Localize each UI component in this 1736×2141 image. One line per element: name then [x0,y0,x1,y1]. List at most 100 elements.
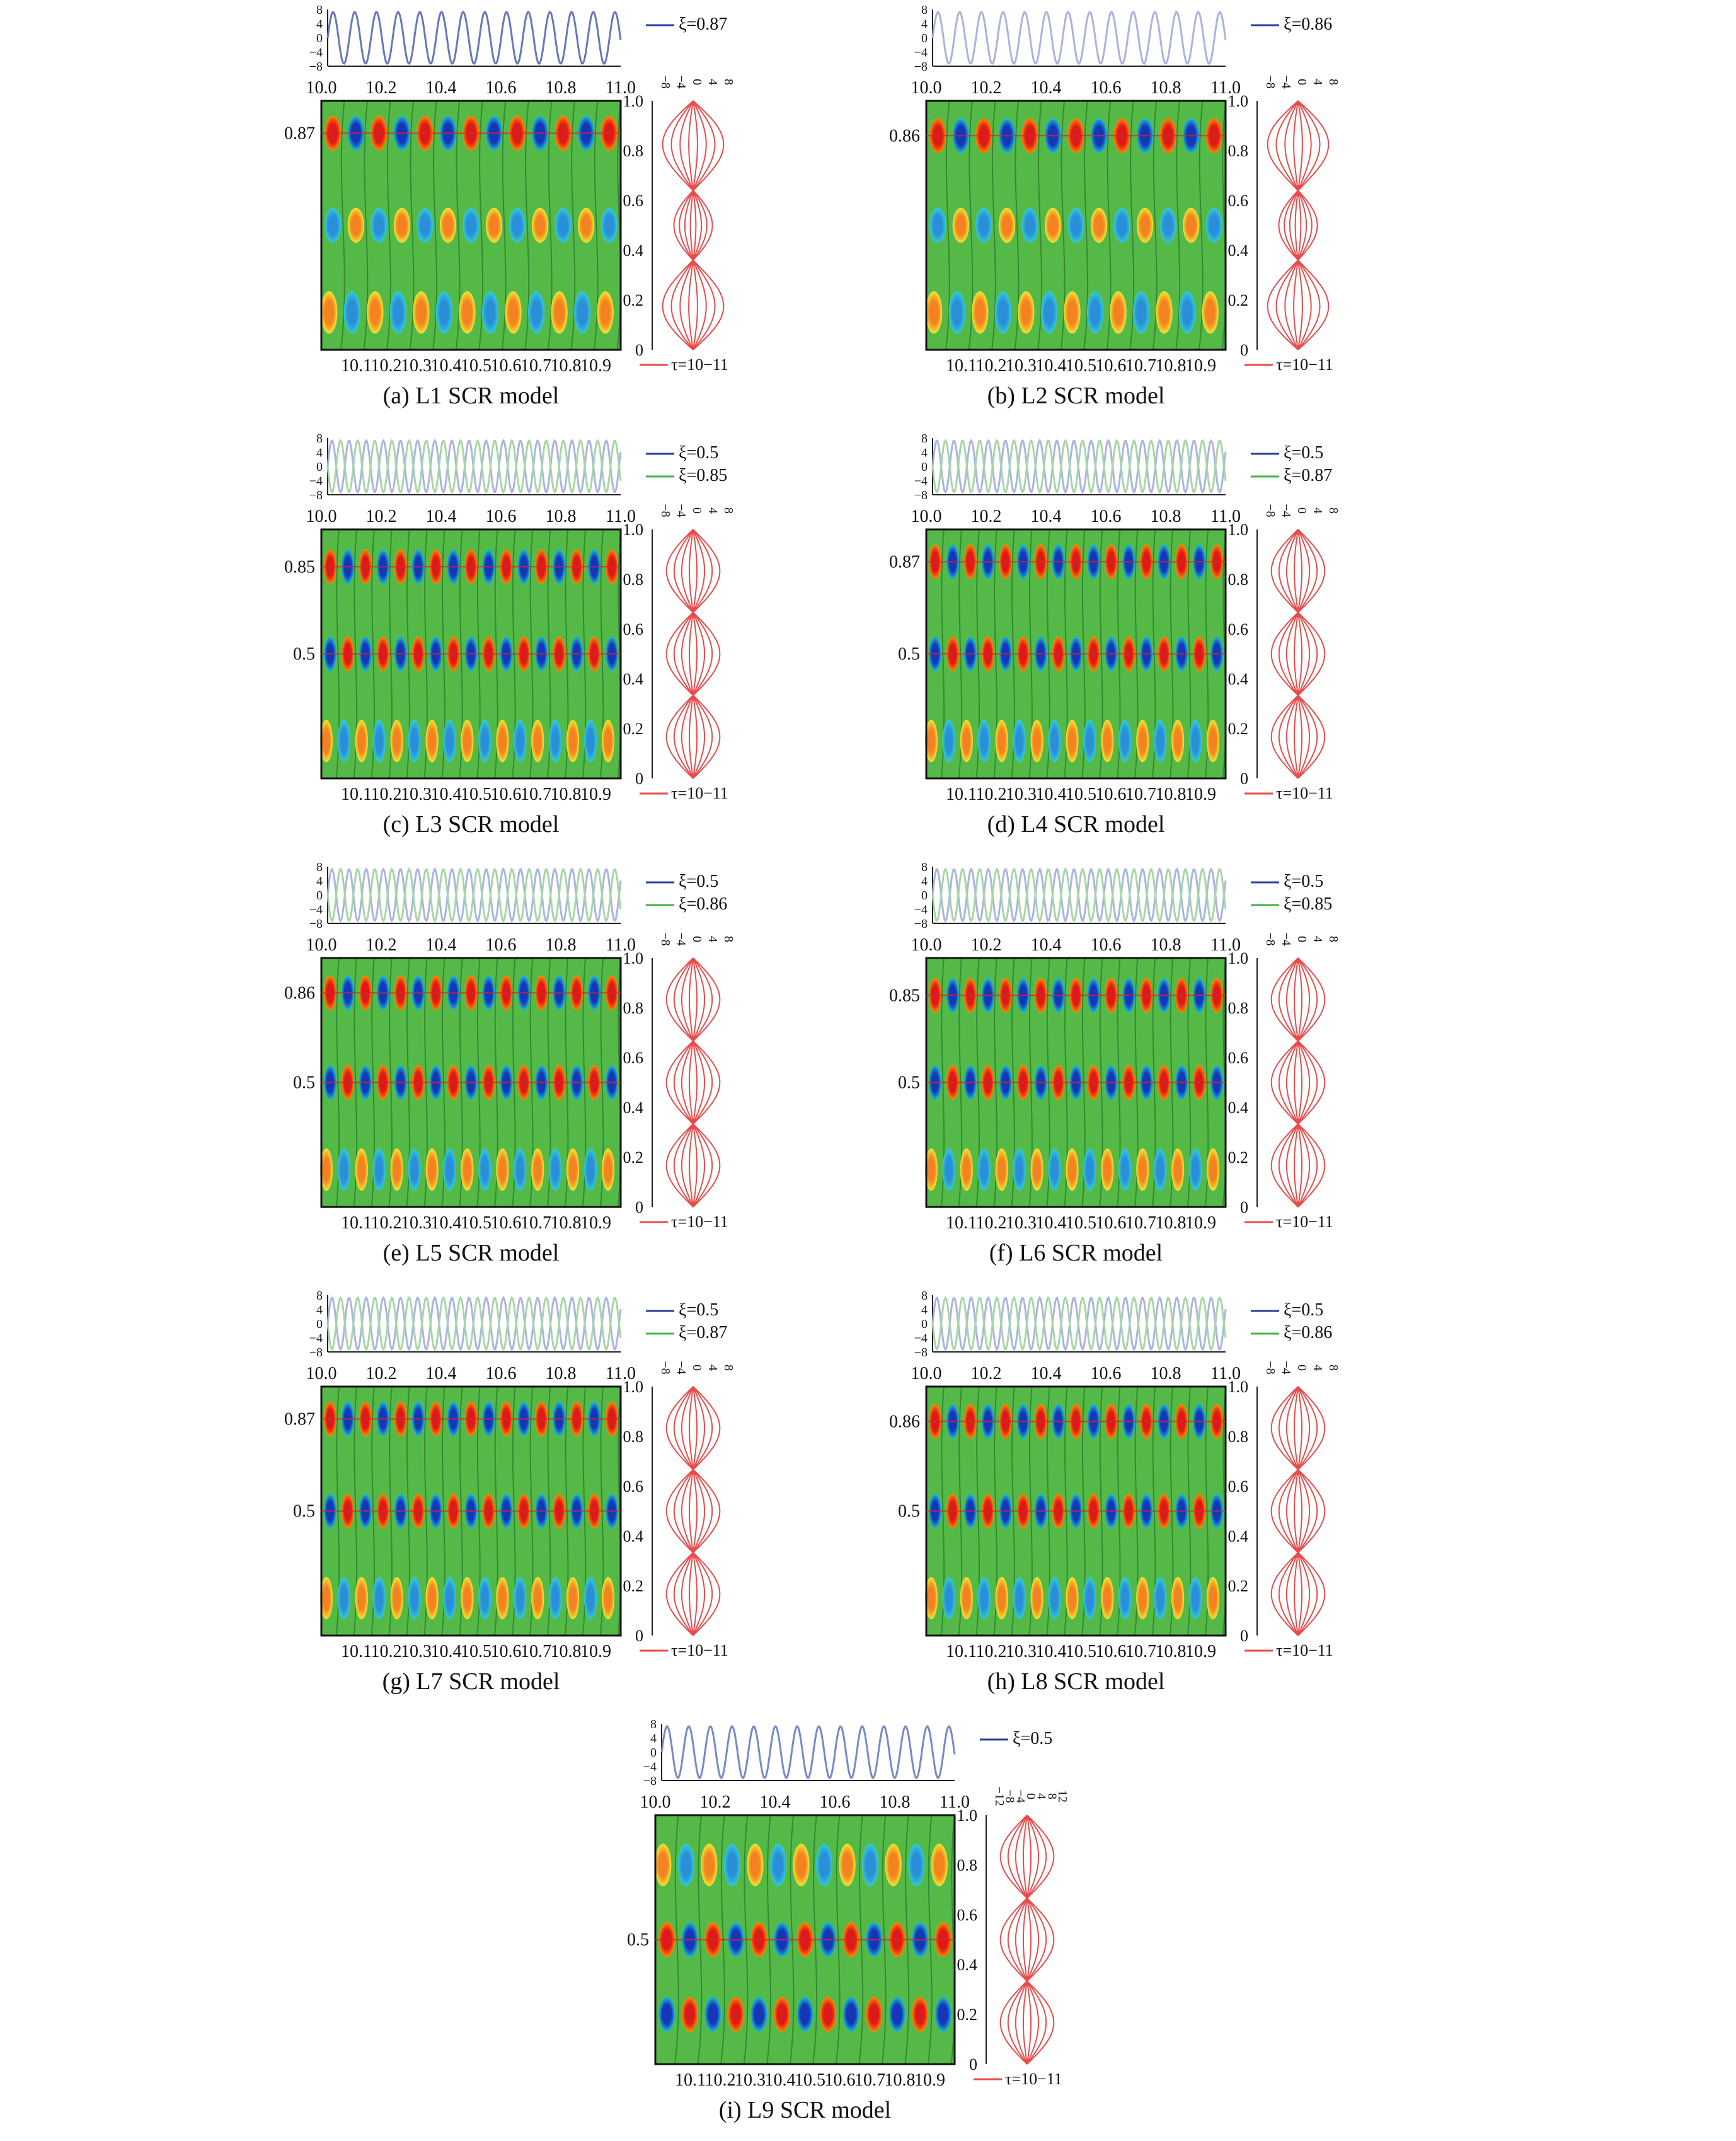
contour-cell [1154,720,1167,763]
strip-tick-label: 8 [921,3,928,17]
profile-curve [1270,529,1326,779]
bottom-tick-label: 10.4 [431,785,462,804]
contour-cell [584,1148,597,1191]
strip-series-line [326,439,622,494]
profile-curve [665,1386,721,1636]
legend-label: ξ=0.5 [1284,443,1323,463]
contour-cell [655,1844,672,1886]
contour-cell [371,207,388,243]
bottom-tick-label: 10.8 [1156,1642,1187,1661]
bottom-tick-label: 10.4 [431,1213,462,1233]
bottom-tick-label: 10.3 [1006,785,1037,804]
profile-curve [673,1386,713,1636]
heatmap-frame [925,100,1227,351]
strip-tick-label: −4 [309,475,323,488]
profile-tick-label: −8 [658,75,672,88]
contour-cell [995,1577,1008,1620]
heatmap [924,957,1227,1208]
time-tick-label: 10.4 [426,507,457,526]
legend-label: ξ=0.87 [679,14,727,34]
profile-curve [1294,529,1302,779]
profile-tick-label: −8 [1263,75,1277,88]
strip-tick-label: 8 [921,432,928,446]
time-tick-label: 10.2 [700,1792,731,1812]
strip-series-line [326,867,622,923]
contour-cell [934,1997,951,2032]
contour-cell [924,1577,938,1620]
xi-tick-label: 1.0 [623,1378,644,1396]
profile-curve [679,100,716,350]
profile-tick-label: 0 [690,507,704,514]
time-tick-label: 10.2 [971,1364,1002,1383]
profile-curve [999,1815,1055,2065]
contour-cell [601,1148,615,1191]
legend-label: ξ=0.5 [679,1300,718,1320]
bottom-tick-label: 10.9 [1185,785,1216,804]
legend-label: ξ=0.85 [679,466,727,485]
strip-tick-label: −4 [914,46,928,60]
contour-cell [796,1997,813,2032]
contour-cell [481,291,499,334]
time-tick-label: 10.2 [971,78,1002,98]
time-tick-label: 10.2 [366,935,397,955]
time-tick-label: 10.0 [306,78,337,98]
legend-label: ξ=0.86 [679,894,727,914]
contour-cell [1101,1577,1114,1620]
profile-curve [1278,957,1318,1208]
profile-curve [681,1386,706,1636]
bottom-tick-label: 10.6 [491,1213,522,1233]
profile-curve [1294,529,1302,779]
contour-cell [566,1577,580,1620]
time-tick-label: 10.4 [426,935,457,955]
contour-cell [1030,1577,1043,1620]
contour-cell [584,1577,597,1620]
profile-legend-label: τ=10−11 [1276,1213,1333,1231]
xi-tick-label: 0.6 [623,1049,644,1067]
bottom-tick-label: 10.9 [580,356,611,376]
xi-tick-label: 1.0 [623,92,644,110]
profile-tick-label: 8 [721,79,735,85]
xi-tick-label: 1.0 [1228,949,1249,967]
bottom-tick-label: 10.9 [1185,356,1216,376]
strip-tick-label: −4 [914,475,928,488]
contour-cell [977,1148,991,1191]
profile-curve [689,100,698,350]
contour-cell [1013,720,1026,763]
bottom-tick-label: 10.7 [1125,1642,1156,1661]
profile-curve [1285,957,1311,1208]
profile-curve [1007,1815,1047,2065]
time-tick-label: 10.8 [1151,78,1181,98]
xi-marker-label: 0.87 [284,1409,315,1429]
contour-cell [747,1844,764,1886]
bottom-tick-label: 10.8 [1156,356,1187,376]
profile-tick-label: −4 [674,1361,688,1374]
profile-tick-label: −8 [658,1361,672,1374]
profile-tick-label: −4 [1013,1789,1027,1803]
profile-tick-label: 0 [690,1365,704,1371]
profile-curve [673,100,725,350]
strip-series-line [326,1296,622,1351]
contour-cell [1136,1148,1149,1191]
bottom-tick-label: 10.3 [1006,1642,1037,1661]
contour-cell [1179,291,1196,334]
bottom-tick-label: 10.9 [1185,1213,1216,1233]
contour-cell [960,720,973,763]
bottom-tick-label: 10.7 [1125,356,1156,376]
time-tick-label: 10.4 [426,1364,457,1383]
strip-series-line [326,867,622,923]
profile-tick-label: 8 [1326,79,1340,85]
contour-cell [1030,720,1043,763]
contour-cell [815,1844,833,1886]
contour-cell [926,291,943,334]
strip-tick-label: 4 [921,875,928,889]
time-tick-label: 10.6 [486,507,517,526]
contour-cell [1171,720,1185,763]
xi-tick-label: 0.2 [623,291,644,309]
strip-tick-label: −8 [309,917,323,931]
profile-legend-label: τ=10−11 [671,1213,728,1231]
panel-caption: (g) L7 SCR model [382,1668,560,1695]
profile-curve [689,529,698,779]
contour-cell [681,1997,698,2032]
contour-line [455,100,461,350]
